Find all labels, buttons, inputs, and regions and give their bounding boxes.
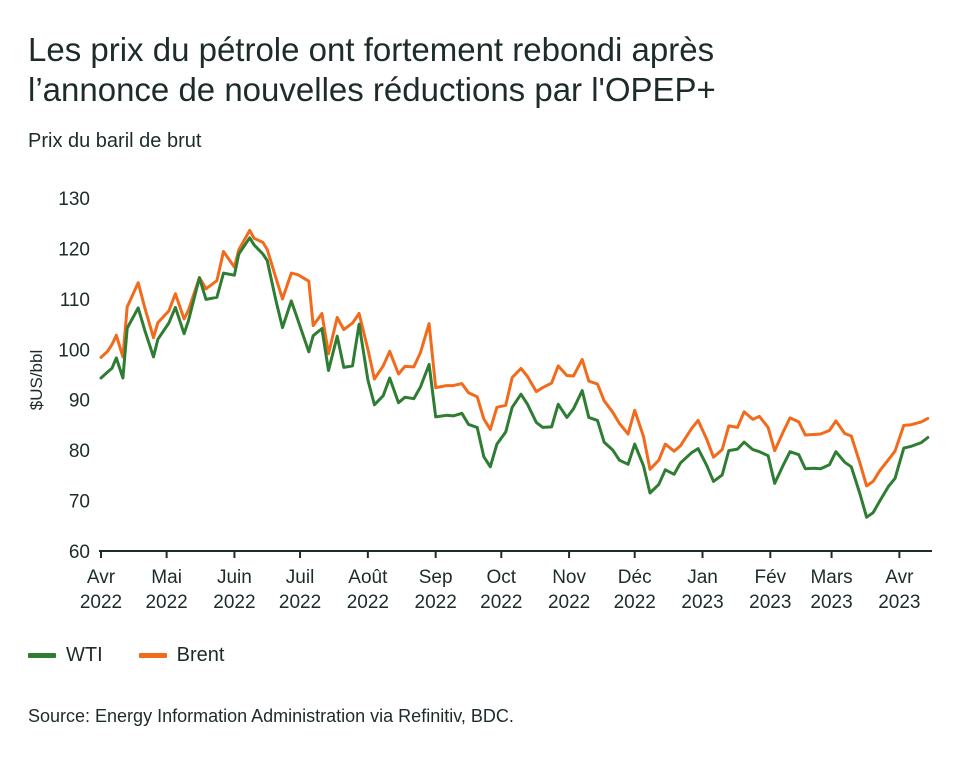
x-tick-label-month: Oct: [487, 567, 517, 588]
legend-label-wti: WTI: [66, 644, 103, 666]
x-tick-label-year: 2022: [279, 592, 321, 613]
x-tick-label-month: Avr: [87, 567, 116, 588]
x-tick-label-month: Mai: [151, 567, 182, 588]
legend-item-brent: Brent: [138, 644, 225, 667]
x-tick-label-year: 2023: [749, 592, 791, 613]
series-line-wti: [99, 236, 930, 519]
x-tick-label-year: 2022: [480, 592, 522, 613]
y-tick-label: 120: [58, 239, 90, 260]
chart-subtitle: Prix du baril de brut: [28, 130, 202, 152]
chart-legend: WTI Brent: [28, 644, 260, 667]
legend-label-brent: Brent: [176, 644, 225, 666]
y-tick-label: 70: [69, 492, 90, 513]
y-tick-label: 110: [60, 290, 90, 311]
x-tick-label-month: Juil: [286, 567, 315, 588]
x-tick-label-year: 2022: [548, 592, 590, 613]
x-tick-label-year: 2022: [80, 592, 122, 613]
series-line-brent: [99, 228, 930, 488]
x-tick-label-year: 2023: [810, 592, 852, 613]
y-tick-label: 60: [69, 542, 90, 563]
x-tick-label-month: Juin: [217, 567, 252, 588]
plot-area: 60 70 80 90 100 110 120 130 Avr 2022 Mai 2022 Juin 20…: [58, 189, 932, 613]
x-tick-label-month: Nov: [552, 567, 586, 588]
legend-swatch-wti: [28, 653, 56, 658]
x-tick-label-year: 2022: [415, 592, 457, 613]
x-tick-label-month: Avr: [885, 567, 914, 588]
x-tick-label-year: 2023: [878, 592, 920, 613]
x-tick-label-month: Août: [348, 567, 388, 588]
x-tick-label-month: Sep: [419, 567, 453, 588]
y-axis-label: $US/bbl: [27, 350, 46, 410]
legend-swatch-brent: [138, 653, 167, 658]
y-tick-label: 80: [69, 441, 90, 462]
legend-item-wti: WTI: [28, 644, 103, 667]
x-tick-label-year: 2022: [614, 592, 656, 613]
x-tick-label-month: Déc: [618, 567, 652, 588]
chart-title-line-1: Les prix du pétrole ont fortement rebond…: [28, 31, 715, 68]
x-tick-label-month: Mars: [810, 567, 852, 588]
x-tick-label-year: 2022: [347, 592, 389, 613]
source-note: Source: Energy Information Administratio…: [28, 706, 514, 726]
x-tick-label-year: 2022: [145, 592, 187, 613]
x-tick-label-year: 2022: [213, 592, 255, 613]
y-tick-label: 100: [58, 340, 90, 361]
x-tick-label-month: Jan: [687, 567, 718, 588]
chart-title-line-2: l’annonce de nouvelles réductions par l'…: [28, 71, 716, 108]
x-tick-label-year: 2023: [681, 592, 723, 613]
y-tick-label: 90: [69, 391, 90, 412]
y-tick-label: 130: [58, 189, 90, 210]
chart-title: Les prix du pétrole ont fortement rebond…: [28, 30, 928, 110]
x-tick-label-month: Fév: [754, 567, 786, 588]
